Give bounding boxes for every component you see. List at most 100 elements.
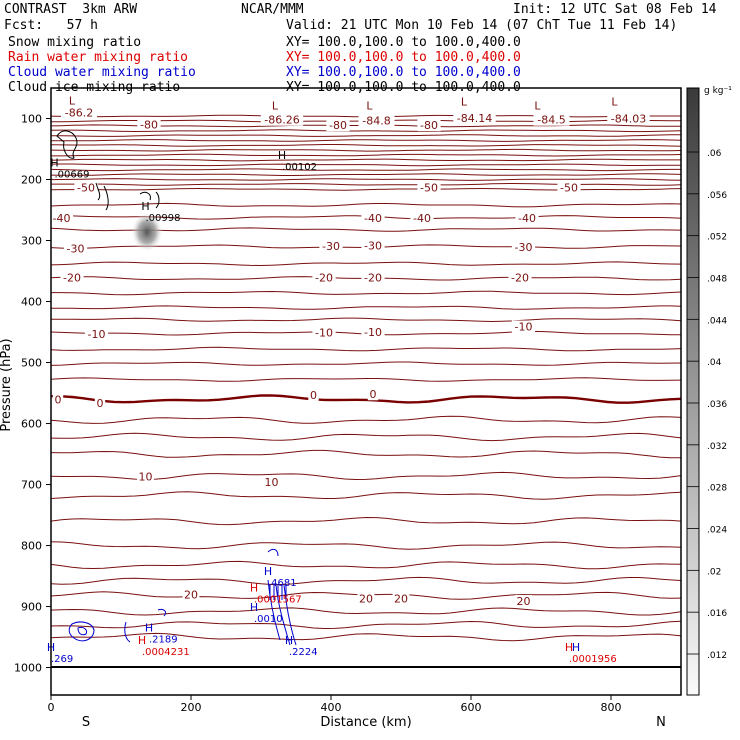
contour-label-bg xyxy=(312,271,336,284)
contour-label: 10 xyxy=(265,476,279,489)
y-tick-label: 700 xyxy=(21,479,42,492)
contour-label-bg xyxy=(533,113,570,126)
isotherm xyxy=(50,361,682,366)
contour-label-bg xyxy=(361,326,385,339)
colorbar-tick-label: .048 xyxy=(707,275,727,285)
contour-label-bg xyxy=(60,271,84,284)
contour-label-bg xyxy=(410,211,434,224)
extremum-mark: L xyxy=(534,99,541,112)
isotherm xyxy=(50,346,682,352)
extremum-value: .00102 xyxy=(282,162,317,173)
extremum-mark: H xyxy=(565,641,573,654)
contour-label: -84.03 xyxy=(611,113,646,126)
isotherm xyxy=(50,144,682,147)
field-label-snow: Snow mixing ratio xyxy=(8,35,142,50)
y-axis-label: Pressure (hPa) xyxy=(0,338,14,431)
isotherm xyxy=(50,560,682,570)
isotherm xyxy=(51,182,682,186)
contour-label-bg xyxy=(361,211,385,224)
contour-label-bg xyxy=(137,470,154,483)
colorbar-tick-label: .056 xyxy=(707,191,727,201)
extremum-mark: L xyxy=(461,96,468,109)
field-xy-snow: XY= 100.0,100.0 to 100.0,400.0 xyxy=(286,35,521,50)
x-tick-label: 0 xyxy=(48,701,55,714)
contour-label: 0 xyxy=(310,389,317,402)
isotherm xyxy=(50,541,682,550)
x-tick-label: 400 xyxy=(321,701,342,714)
contour-label-bg xyxy=(557,181,581,194)
colorbar-tick-label: .028 xyxy=(707,484,727,494)
field-xy-rain: XY= 100.0,100.0 to 100.0,400.0 xyxy=(286,50,521,65)
contour-label: -40 xyxy=(364,212,382,225)
x-tick-label: 600 xyxy=(461,701,482,714)
extremum-mark: H xyxy=(278,149,286,162)
zero-isotherm xyxy=(50,394,682,404)
y-tick-label: 500 xyxy=(21,357,42,370)
contour-label: -20 xyxy=(63,272,81,285)
init-time: Init: 12 UTC Sat 08 Feb 14 xyxy=(513,2,717,17)
contour-label: -50 xyxy=(77,181,95,194)
contour-label: 0 xyxy=(97,397,104,410)
contour-label: 20 xyxy=(184,588,198,601)
extremum-mark: L xyxy=(366,99,373,112)
contour-label: -40 xyxy=(413,212,431,225)
contour-label: -50 xyxy=(560,181,578,194)
extremum-value: .0001956 xyxy=(569,654,617,665)
colorbar-tick-label: .032 xyxy=(707,442,727,452)
y-tick-label: 600 xyxy=(21,418,42,431)
colorbar: g kg⁻¹ .012 .016 .02 .024 .028 .032 .036 .04 .04… xyxy=(686,86,732,696)
isotherm xyxy=(50,491,682,500)
contour-label-bg xyxy=(63,242,88,255)
contour-label: -40 xyxy=(53,212,71,225)
isotherm xyxy=(50,129,682,133)
extremum-mark: L xyxy=(611,96,618,109)
contour-label-bg xyxy=(84,327,109,340)
distance-axis: 0 200 400 600 800 xyxy=(48,695,622,714)
colorbar-tick-label: .02 xyxy=(707,567,721,577)
x-tick-label: 800 xyxy=(601,701,622,714)
contour-label-bg xyxy=(511,241,536,254)
contour-label: -30 xyxy=(515,241,533,254)
contour-label: -20 xyxy=(364,272,382,285)
contour-label-bg xyxy=(312,326,336,339)
contour-label-bg xyxy=(182,588,200,601)
cloud-water-contour-low xyxy=(124,609,167,643)
isotherm xyxy=(50,187,682,191)
isotherm xyxy=(51,139,682,142)
contour-label-bg xyxy=(74,181,98,194)
contour-label-bg xyxy=(607,112,650,125)
contour-label: -30 xyxy=(67,242,85,255)
colorbar-tick-label: .012 xyxy=(707,651,727,661)
extremum-value: .0001567 xyxy=(254,594,302,605)
isotherm xyxy=(50,632,682,642)
isotherm xyxy=(50,163,681,167)
contour-label: -10 xyxy=(364,326,382,339)
center-title: NCAR/MMM xyxy=(241,2,304,17)
contour-label-bg xyxy=(515,211,539,224)
isotherm xyxy=(50,607,682,616)
field-label-cloud-water: Cloud water mixing ratio xyxy=(8,65,196,80)
contour-label-bg xyxy=(417,119,441,132)
extremum-value: .2224 xyxy=(289,647,318,658)
isotherm xyxy=(50,168,681,172)
extremum-mark: H xyxy=(285,634,293,647)
isotherm xyxy=(51,317,682,323)
colorbar-tick-label: .06 xyxy=(707,149,722,159)
cloud-water-contour xyxy=(267,548,297,646)
contour-label-bg xyxy=(508,271,532,284)
cloud-water-contour-low-left xyxy=(68,621,95,642)
extremum-mark: H xyxy=(250,581,258,594)
contour-label-bg xyxy=(308,388,319,401)
contour-label: -80 xyxy=(140,119,158,132)
contour-label-bg xyxy=(515,595,532,608)
isotherm xyxy=(50,516,682,526)
extremum-value: .00998 xyxy=(146,213,181,224)
isotherm xyxy=(50,377,682,382)
contour-label-bg xyxy=(361,239,385,252)
snow-shading xyxy=(131,212,163,252)
contour-label-bg xyxy=(52,393,64,406)
contour-label-bg xyxy=(361,271,385,284)
model-title: CONTRAST 3km ARW xyxy=(4,2,138,17)
contour-label-bg xyxy=(417,181,441,194)
extremum-value: .0010 xyxy=(254,614,283,625)
